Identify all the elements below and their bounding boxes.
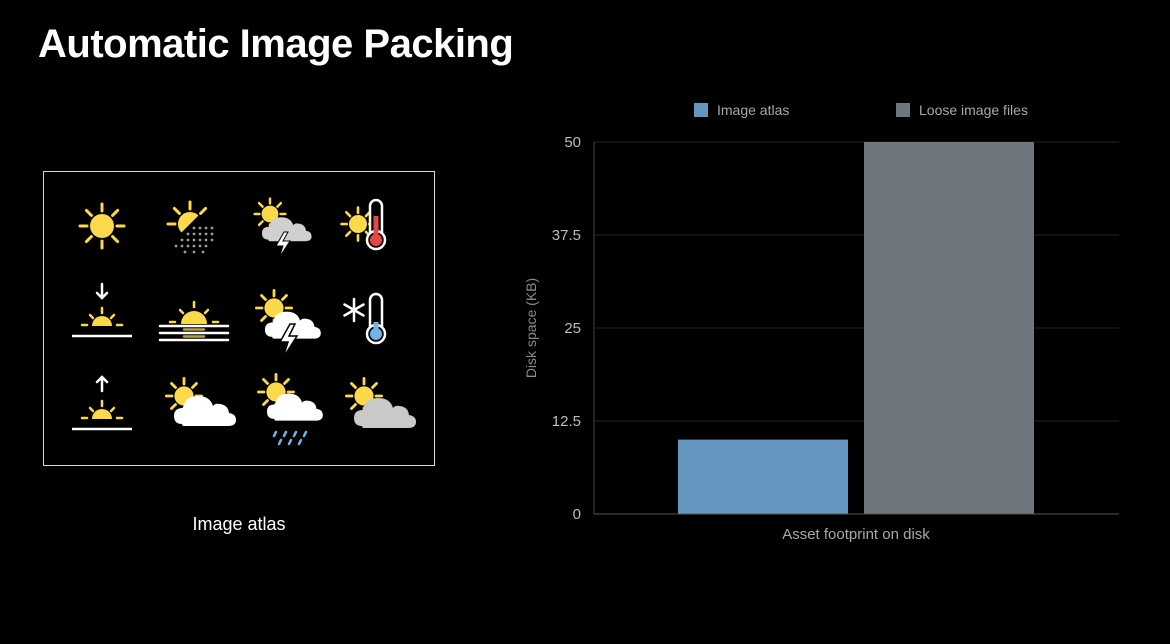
bar-loose-image-files bbox=[864, 142, 1034, 514]
page-title: Automatic Image Packing bbox=[38, 22, 514, 66]
chart-legend: Image atlas Loose image files bbox=[694, 102, 1028, 118]
sun-horizon-fog-icon bbox=[158, 300, 230, 342]
legend-swatch-image-atlas bbox=[694, 103, 708, 117]
legend-label-loose-image-files: Loose image files bbox=[919, 102, 1028, 118]
sun-lightning-cloud-icon bbox=[254, 288, 321, 359]
chart-grid bbox=[594, 141, 1119, 422]
chart-bars bbox=[678, 142, 1034, 514]
y-tick-label: 50 bbox=[564, 134, 581, 151]
legend-swatch-loose-image-files bbox=[896, 103, 910, 117]
y-tick-label: 0 bbox=[573, 506, 581, 523]
image-atlas-panel bbox=[43, 171, 435, 466]
sun-thunderstorm-icon bbox=[253, 197, 312, 259]
sun-gray-cloud-icon bbox=[344, 376, 416, 428]
sun-cloud-icon bbox=[164, 376, 236, 426]
legend-label-image-atlas: Image atlas bbox=[717, 102, 789, 118]
disk-space-chart: Image atlas Loose image files 0 12.5 25 37.… bbox=[523, 102, 1119, 543]
bar-image-atlas bbox=[678, 439, 848, 514]
snowflake-thermometer-icon bbox=[343, 292, 387, 345]
sun-thermometer-icon bbox=[340, 198, 387, 251]
image-atlas-grid bbox=[72, 197, 416, 446]
sun-haze-icon bbox=[166, 200, 214, 254]
y-axis-label: Disk space (KB) bbox=[523, 278, 539, 378]
sunset-icon bbox=[72, 282, 132, 338]
y-tick-label: 37.5 bbox=[552, 227, 581, 244]
sun-rain-cloud-icon bbox=[256, 372, 323, 446]
y-tick-label: 12.5 bbox=[552, 413, 581, 430]
sun-icon bbox=[78, 202, 126, 250]
sunrise-icon bbox=[72, 375, 132, 431]
y-tick-label: 25 bbox=[564, 320, 581, 337]
y-axis-ticks: 0 12.5 25 37.5 50 bbox=[552, 134, 581, 523]
x-axis-label: Asset footprint on disk bbox=[782, 526, 930, 543]
atlas-caption: Image atlas bbox=[192, 514, 286, 534]
